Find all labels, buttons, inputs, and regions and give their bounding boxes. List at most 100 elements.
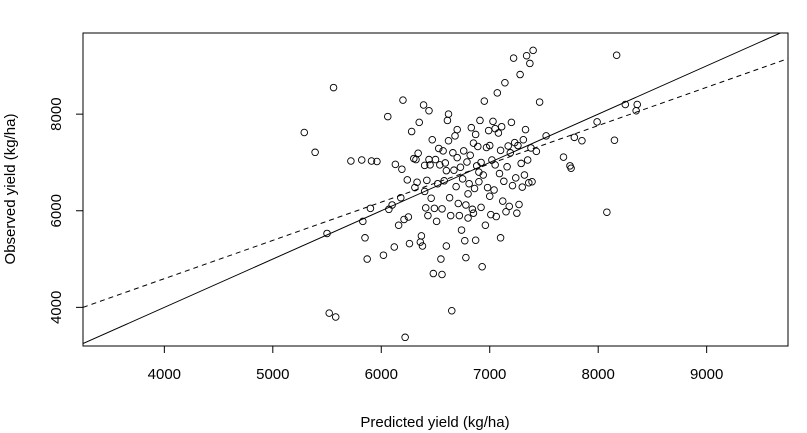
data-point [491, 161, 499, 169]
data-point [430, 204, 439, 213]
data-point [497, 122, 506, 131]
data-point [427, 194, 435, 202]
data-point [457, 226, 466, 234]
data-point [403, 176, 412, 184]
data-point [493, 89, 502, 97]
data-point [459, 147, 468, 155]
data-point [463, 158, 471, 166]
data-point [443, 116, 452, 125]
data-point [520, 171, 529, 179]
data-point [419, 101, 428, 109]
data-point [515, 200, 523, 209]
x-tick-label: 8000 [582, 366, 615, 383]
x-tick-label: 7000 [473, 366, 506, 383]
data-point [469, 209, 478, 217]
data-point [453, 125, 461, 134]
data-point [462, 201, 470, 209]
data-point [373, 157, 381, 166]
data-point [485, 192, 494, 201]
data-point [420, 161, 429, 170]
data-point [394, 221, 403, 229]
y-tick-label: 8000 [48, 97, 65, 130]
data-point [476, 116, 484, 125]
data-point [527, 144, 535, 152]
data-point [411, 183, 419, 192]
data-point [361, 234, 369, 242]
data-point [512, 174, 520, 182]
data-point [504, 142, 512, 150]
data-point [535, 98, 544, 106]
data-point [507, 118, 516, 127]
data-point [446, 211, 455, 220]
data-point [435, 144, 443, 153]
data-point [490, 186, 498, 194]
data-point [367, 157, 376, 165]
data-point [388, 201, 396, 209]
data-point [449, 149, 457, 157]
data-point [477, 203, 485, 212]
data-point [400, 215, 408, 224]
data-point [438, 270, 446, 279]
data-point [465, 179, 473, 188]
data-point [480, 97, 489, 105]
y-tick-label: 4000 [48, 291, 65, 324]
data-point [526, 59, 534, 68]
data-point [445, 193, 454, 202]
data-point [471, 130, 480, 139]
data-point [357, 156, 366, 164]
data-point [391, 160, 400, 169]
data-point [438, 205, 446, 213]
data-point [401, 333, 409, 342]
data-point [494, 129, 503, 137]
data-point [542, 132, 550, 140]
data-point [311, 148, 319, 157]
x-axis-title: Predicted yield (kg/ha) [360, 414, 509, 431]
data-point [513, 209, 521, 217]
data-point [323, 229, 331, 238]
data-point [418, 242, 427, 250]
data-point [532, 147, 541, 156]
data-point [424, 211, 432, 220]
data-point [466, 151, 474, 159]
data-point [325, 309, 333, 317]
data-point [456, 163, 465, 172]
data-point [509, 54, 518, 62]
data-point [461, 236, 469, 245]
regression-line [83, 58, 788, 308]
data-point [521, 125, 530, 134]
data-point [487, 210, 495, 219]
data-point [412, 155, 420, 164]
data-point [525, 178, 533, 187]
data-point [366, 204, 375, 213]
data-point [455, 211, 464, 220]
data-point [432, 217, 441, 226]
data-point [484, 126, 493, 135]
data-point [489, 117, 497, 126]
data-point [300, 128, 309, 137]
data-point [433, 179, 442, 188]
y-tick-label: 6000 [48, 194, 65, 227]
data-points-layer [300, 46, 641, 342]
data-point [514, 141, 522, 150]
data-point [379, 251, 388, 259]
data-point [496, 146, 505, 155]
data-point [485, 141, 494, 150]
data-point [491, 124, 499, 133]
data-point [437, 255, 445, 263]
data-point [610, 136, 619, 144]
y-axis-title: Observed yield (kg/ha) [2, 114, 19, 265]
data-point [413, 178, 421, 187]
data-point [331, 313, 340, 321]
data-point [498, 197, 507, 205]
data-point [603, 208, 611, 216]
data-point [519, 135, 528, 144]
data-point [475, 168, 483, 176]
data-point [384, 112, 392, 121]
data-point [436, 161, 444, 169]
data-point [467, 123, 476, 132]
x-tick-label: 6000 [365, 366, 398, 383]
axis-ticks-layer: 4000 5000 6000 7000 8000 9000 4000 6000 8000 [48, 97, 723, 383]
data-point [500, 177, 508, 186]
data-point [621, 100, 630, 109]
